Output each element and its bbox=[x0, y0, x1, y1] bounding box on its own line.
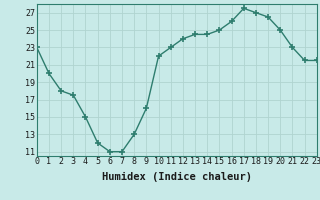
X-axis label: Humidex (Indice chaleur): Humidex (Indice chaleur) bbox=[102, 172, 252, 182]
